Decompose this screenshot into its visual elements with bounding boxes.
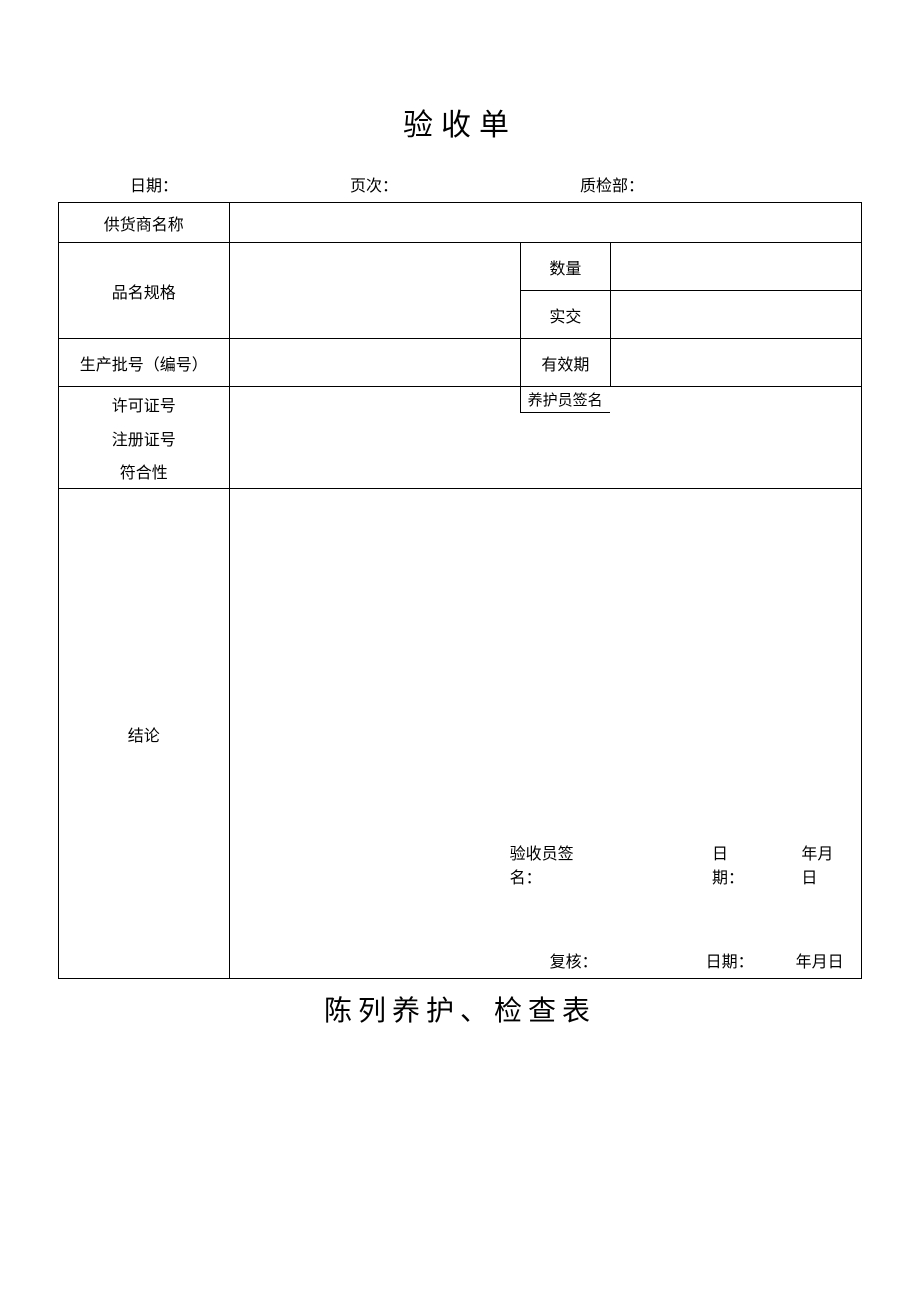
header-row: 日期： 页次： 质检部： bbox=[58, 172, 862, 196]
label-supplier: 供货商名称 bbox=[59, 203, 230, 243]
row-spec-qty: 品名规格 数量 bbox=[59, 243, 862, 291]
inspector-date-label: 日期： bbox=[712, 840, 760, 888]
value-supplier bbox=[229, 203, 861, 243]
label-expiry: 有效期 bbox=[520, 339, 610, 387]
care-sign-wrap: 养护员签名 bbox=[230, 387, 861, 413]
review-ymd: 年月日 bbox=[796, 948, 844, 972]
value-expiry bbox=[611, 339, 862, 387]
row-license-group: 许可证号 注册证号 符合性 养护员签名 bbox=[59, 387, 862, 489]
conclusion-content: 验收员签名： 日期： 年月日 复核： 日期： 年月日 bbox=[229, 489, 861, 979]
inspector-sign-line: 验收员签名： 日期： 年月日 bbox=[230, 840, 849, 888]
header-page-label: 页次： bbox=[350, 172, 580, 196]
label-batch: 生产批号（编号） bbox=[59, 339, 230, 387]
review-sign-line: 复核： 日期： 年月日 bbox=[230, 948, 849, 972]
row-batch: 生产批号（编号） 有效期 bbox=[59, 339, 862, 387]
label-care-sign: 养护员签名 bbox=[520, 387, 610, 413]
review-label: 复核： bbox=[550, 948, 598, 972]
label-conclusion: 结论 bbox=[59, 489, 230, 979]
value-delivered bbox=[611, 291, 862, 339]
value-qty bbox=[611, 243, 862, 291]
review-date-label: 日期： bbox=[706, 948, 754, 972]
label-delivered: 实交 bbox=[520, 291, 610, 339]
row-supplier: 供货商名称 bbox=[59, 203, 862, 243]
page-title-inspection: 验收单 bbox=[58, 100, 862, 144]
license-stack: 许可证号 注册证号 符合性 bbox=[59, 387, 229, 488]
header-dept-label: 质检部： bbox=[580, 172, 644, 196]
label-license: 许可证号 bbox=[59, 387, 229, 421]
header-date-label: 日期： bbox=[130, 172, 350, 196]
inspection-form-table: 供货商名称 品名规格 数量 实交 生产批号（编号） 有效期 许可证号 注册证号 … bbox=[58, 202, 862, 979]
inspector-ymd: 年月日 bbox=[801, 840, 849, 888]
page-title-display-care: 陈列养护、检查表 bbox=[58, 989, 862, 1029]
value-batch bbox=[229, 339, 520, 387]
value-spec bbox=[229, 243, 520, 339]
row-conclusion: 结论 验收员签名： 日期： 年月日 复核： 日期： 年月日 bbox=[59, 489, 862, 979]
label-qty: 数量 bbox=[520, 243, 610, 291]
label-spec: 品名规格 bbox=[59, 243, 230, 339]
label-compliance: 符合性 bbox=[59, 454, 229, 488]
inspector-sign-label: 验收员签名： bbox=[510, 840, 605, 888]
label-regno: 注册证号 bbox=[59, 421, 229, 455]
